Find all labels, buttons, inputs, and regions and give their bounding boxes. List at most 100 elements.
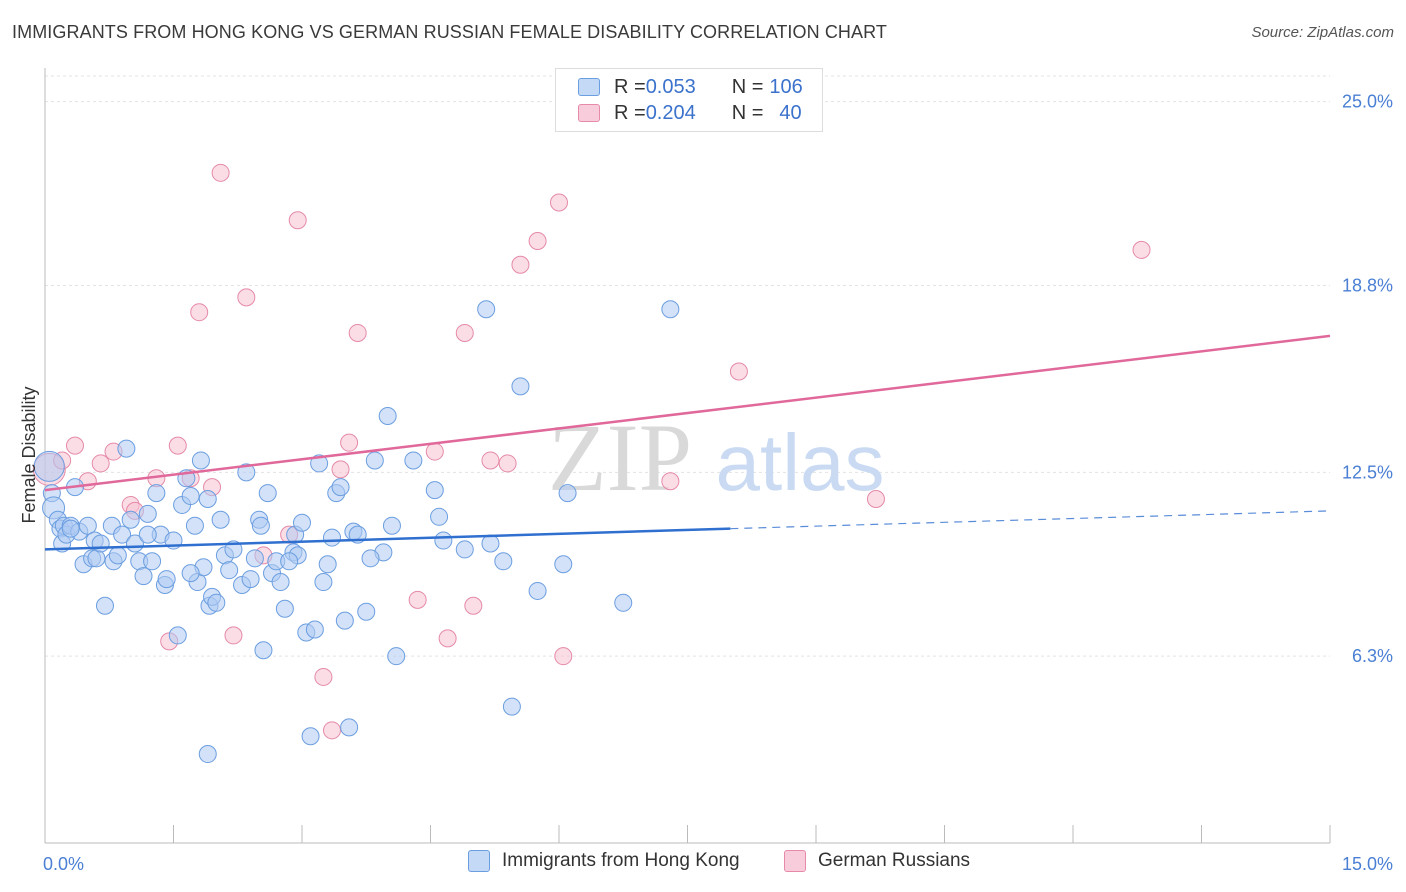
legend-swatch-pink (578, 104, 600, 122)
point-german-russians (438, 629, 457, 648)
point-hong-kong (271, 573, 290, 592)
x-tick-label: 15.0% (1342, 854, 1393, 874)
point-hong-kong (87, 549, 106, 568)
point-hong-kong (322, 528, 341, 547)
point-hong-kong (198, 490, 217, 509)
legend-r-label: R = (614, 101, 646, 124)
point-german-russians (866, 490, 885, 509)
point-hong-kong (95, 596, 114, 615)
point-german-russians (528, 232, 547, 251)
point-hong-kong (191, 451, 210, 470)
watermark-atlas: atlas (716, 418, 885, 507)
point-hong-kong (185, 516, 204, 535)
point-hong-kong (502, 697, 521, 716)
point-hong-kong (434, 531, 453, 550)
point-hong-kong (181, 564, 200, 583)
bottom-legend-german-russians: German Russians (784, 850, 970, 872)
legend-row-pink: R = 0.204 N = 40 (578, 100, 802, 126)
point-german-russians (425, 442, 444, 461)
y-tick-label: 6.3% (1352, 646, 1393, 666)
point-german-russians (408, 590, 427, 609)
bottom-legend-label: German Russians (818, 850, 971, 871)
y-axis-label: Female Disability (19, 386, 39, 523)
point-hong-kong (382, 516, 401, 535)
point-hong-kong (310, 454, 329, 473)
point-hong-kong (224, 540, 243, 559)
legend-r-label: R = (614, 75, 646, 98)
point-german-russians (348, 323, 367, 342)
point-hong-kong (661, 300, 680, 319)
point-hong-kong (361, 549, 380, 568)
point-hong-kong (113, 525, 132, 544)
point-hong-kong (558, 484, 577, 503)
point-german-russians (211, 163, 230, 182)
point-german-russians (550, 193, 568, 212)
legend-r-value: 0.053 (645, 75, 696, 98)
point-hong-kong (254, 641, 273, 660)
point-hong-kong (237, 463, 256, 482)
x-tick-label: 0.0% (43, 854, 84, 874)
legend-swatch-blue (578, 78, 600, 96)
tick-labels: 6.3% 12.5% 18.8% 25.0% 0.0% 15.0% (43, 92, 1393, 874)
point-hong-kong (138, 504, 157, 523)
legend-box: R = 0.053 N = 106 R = 0.204 N = 40 (555, 68, 823, 132)
legend-r-value: 0.204 (645, 101, 696, 124)
point-hong-kong (357, 602, 376, 621)
point-hong-kong (365, 451, 384, 470)
bottom-legend: Immigrants from Hong Kong German Russian… (0, 850, 1406, 878)
point-hong-kong (258, 484, 277, 503)
legend-n-value: 106 (769, 75, 803, 98)
bottom-legend-label: Immigrants from Hong Kong (502, 850, 740, 871)
point-hong-kong (117, 439, 136, 458)
point-hong-kong (280, 552, 299, 571)
point-german-russians (554, 647, 573, 666)
point-hong-kong (251, 516, 270, 535)
point-hong-kong (198, 745, 217, 764)
point-hong-kong (305, 620, 324, 639)
point-german-russians (224, 626, 243, 645)
point-hong-kong (293, 513, 311, 532)
point-hong-kong (181, 487, 200, 506)
point-german-russians (91, 454, 110, 473)
point-german-russians (1132, 240, 1151, 259)
y-tick-label: 12.5% (1342, 462, 1393, 482)
point-hong-kong (528, 581, 547, 600)
point-hong-kong (494, 552, 513, 571)
point-hong-kong (91, 534, 110, 553)
point-hong-kong (241, 570, 260, 589)
point-german-russians (237, 288, 256, 307)
point-hong-kong (455, 540, 474, 559)
watermark: ZIP atlas (548, 404, 884, 511)
trend-line-hong-kong (44, 527, 731, 551)
point-hong-kong (157, 570, 176, 589)
point-hong-kong (147, 484, 166, 503)
point-hong-kong (481, 534, 500, 553)
point-hong-kong (245, 549, 264, 568)
y-tick-label: 25.0% (1342, 92, 1393, 112)
point-hong-kong (425, 481, 444, 500)
point-german-russians (511, 255, 530, 274)
chart-title: IMMIGRANTS FROM HONG KONG VS GERMAN RUSS… (12, 22, 888, 42)
point-hong-kong (301, 727, 320, 746)
point-german-russians (340, 433, 359, 452)
point-german-russians (190, 303, 209, 322)
point-hong-kong (404, 451, 423, 470)
source-label: Source: ZipAtlas.com (1251, 24, 1394, 41)
point-german-russians (65, 436, 84, 455)
point-hong-kong (168, 626, 187, 645)
point-german-russians (464, 596, 483, 615)
bottom-swatch-blue (468, 850, 490, 872)
point-hong-kong (511, 377, 530, 396)
point-hong-kong (143, 552, 162, 571)
point-hong-kong (275, 599, 294, 618)
legend-n-label: N = (731, 75, 764, 98)
point-hong-kong (211, 510, 230, 529)
point-hong-kong (378, 406, 397, 425)
point-german-russians (661, 472, 680, 491)
point-hong-kong (387, 647, 406, 666)
point-hong-kong (340, 718, 359, 737)
point-hong-kong (134, 567, 153, 586)
legend-n-value: 40 (779, 101, 802, 124)
point-german-russians (288, 211, 307, 230)
point-german-russians (481, 451, 500, 470)
